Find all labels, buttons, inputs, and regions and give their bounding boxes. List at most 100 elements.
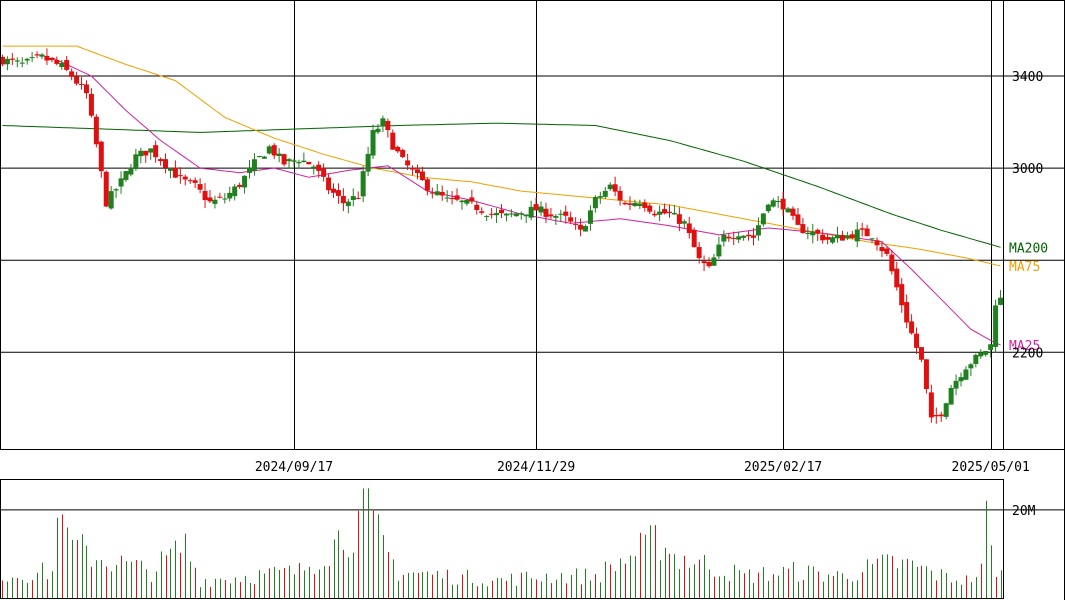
candle-body xyxy=(854,229,860,242)
candle-body xyxy=(108,191,114,209)
candle-body xyxy=(316,164,322,171)
candle-body xyxy=(909,321,915,334)
candle-body xyxy=(627,203,633,205)
candle-body xyxy=(321,168,327,177)
candle-body xyxy=(59,63,65,67)
candle-body xyxy=(731,237,737,239)
candle-body xyxy=(528,206,534,218)
candle-body xyxy=(760,213,766,225)
candle-body xyxy=(859,228,865,230)
candle-body xyxy=(345,201,351,207)
candle-body xyxy=(874,240,880,246)
candle-body xyxy=(64,60,70,70)
candle-body xyxy=(464,199,470,204)
candle-body xyxy=(726,236,732,239)
candle-body xyxy=(933,414,939,417)
candle-body xyxy=(820,234,826,241)
candle-body xyxy=(592,196,598,209)
candle-body xyxy=(884,248,890,254)
candle-body xyxy=(153,145,159,158)
candle-body xyxy=(103,171,109,207)
candle-body xyxy=(597,196,603,198)
candle-body xyxy=(434,191,440,196)
candle-body xyxy=(286,159,292,162)
candle-body xyxy=(375,128,381,133)
candle-body xyxy=(671,212,677,215)
candle-body xyxy=(963,369,969,380)
candle-body xyxy=(390,132,396,150)
candle-body xyxy=(765,204,771,212)
ma-line-ma75 xyxy=(2,45,1001,267)
candle-body xyxy=(415,169,421,174)
candle-body xyxy=(864,228,870,237)
candle-body xyxy=(479,211,485,213)
candle-body xyxy=(750,235,756,238)
candle-body xyxy=(622,202,628,205)
candle-body xyxy=(662,209,668,214)
candle-body xyxy=(578,224,584,230)
candle-body xyxy=(548,214,554,217)
candle-body xyxy=(212,199,218,204)
candle-body xyxy=(118,178,124,187)
candle-body xyxy=(79,83,85,85)
candle-body xyxy=(721,234,727,242)
candle-body xyxy=(98,141,104,172)
candle-body xyxy=(785,208,791,213)
candle-body xyxy=(523,214,529,217)
candle-body xyxy=(849,234,855,239)
candle-body xyxy=(617,190,623,201)
candle-body xyxy=(306,161,312,165)
candle-body xyxy=(69,71,75,77)
candle-body xyxy=(568,217,574,222)
candle-body xyxy=(998,297,1004,305)
candle-body xyxy=(24,58,30,61)
candle-body xyxy=(39,54,45,57)
candle-body xyxy=(508,213,514,215)
ma-label-ma200: MA200 xyxy=(1009,241,1048,256)
candle-body xyxy=(632,202,638,206)
candle-body xyxy=(701,261,707,264)
candle-body xyxy=(301,160,307,163)
candle-body xyxy=(266,146,272,154)
candle-body xyxy=(172,167,178,178)
candle-body xyxy=(143,150,149,156)
candle-body xyxy=(869,238,875,240)
candle-body xyxy=(503,213,509,216)
candle-body xyxy=(612,184,618,192)
volume-panel-frame xyxy=(0,479,1004,599)
candle-body xyxy=(666,211,672,213)
candle-body xyxy=(573,223,579,225)
candle-body xyxy=(424,179,430,191)
candle-body xyxy=(88,93,94,116)
candle-body xyxy=(74,76,80,84)
candle-body xyxy=(499,209,504,214)
candle-body xyxy=(582,226,588,232)
grid xyxy=(0,0,1065,511)
price-panel-frame xyxy=(0,0,1004,450)
price-tick-label: 3400 xyxy=(1012,70,1043,85)
candle-body xyxy=(380,118,386,127)
candle-body xyxy=(177,175,183,177)
candle-body xyxy=(988,344,994,350)
candlesticks xyxy=(0,48,1004,424)
candle-body xyxy=(222,198,228,200)
candle-body xyxy=(360,171,366,197)
candle-body xyxy=(928,392,934,418)
candle-body xyxy=(439,191,445,196)
candle-body xyxy=(647,205,653,212)
price-tick-label: 2200 xyxy=(1012,346,1043,361)
candle-body xyxy=(553,216,559,218)
candle-body xyxy=(489,213,495,215)
candle-body xyxy=(948,388,954,405)
candle-body xyxy=(54,59,60,64)
candle-body xyxy=(449,198,455,200)
candle-body xyxy=(167,168,173,171)
candle-body xyxy=(587,210,593,224)
candle-body xyxy=(232,186,238,197)
candle-body xyxy=(128,168,134,175)
candle-body xyxy=(538,206,544,213)
candle-body xyxy=(385,121,391,131)
candle-body xyxy=(138,150,144,157)
candle-body xyxy=(736,236,742,240)
